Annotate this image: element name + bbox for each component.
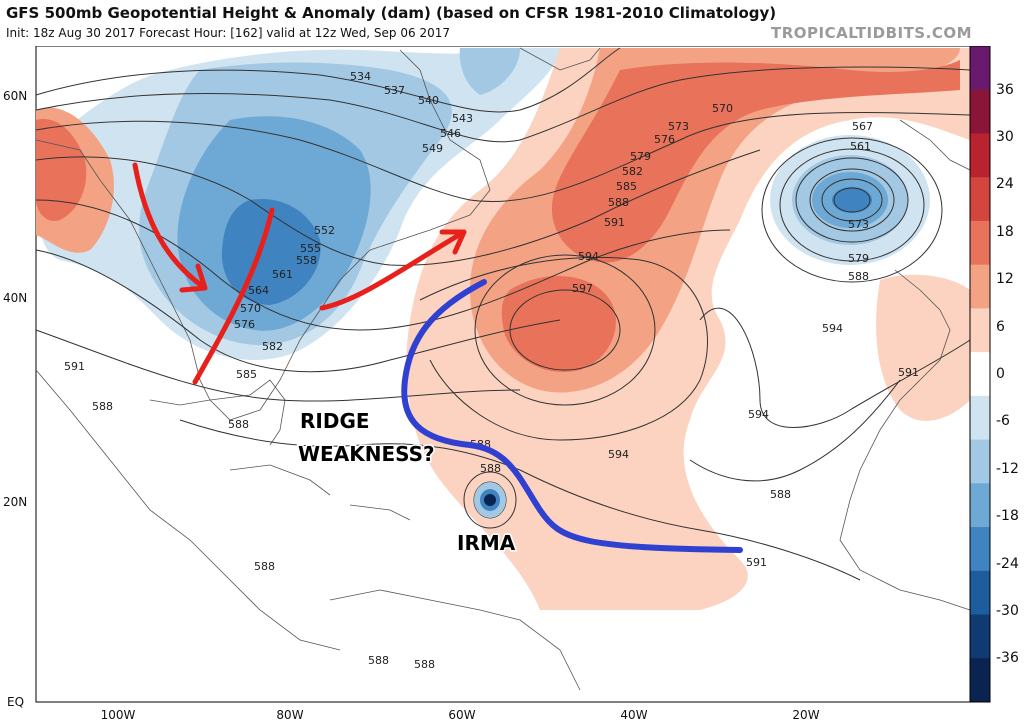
colorbar-swatch — [970, 220, 990, 266]
colorbar-label: -18 — [996, 508, 1019, 525]
lat-labels: 60N 40N 20N EQ — [3, 89, 27, 709]
irma-label: IRMA — [457, 531, 516, 555]
colorbar-swatch — [970, 614, 990, 659]
contour-label: 588 — [92, 400, 113, 413]
colorbar-swatch — [970, 483, 990, 528]
colorbar-label: -30 — [996, 602, 1019, 619]
contour-label: 588 — [228, 418, 249, 431]
contour-label: 549 — [422, 142, 443, 155]
lon-labels: 100W 80W 60W 40W 20W — [101, 708, 820, 722]
colorbar-border — [969, 45, 991, 703]
contour-label: 552 — [314, 224, 335, 237]
colorbar-swatch — [970, 439, 990, 484]
colorbar-swatch — [970, 177, 990, 222]
lon-label: 100W — [101, 708, 136, 722]
colorbar-label: -12 — [996, 460, 1019, 477]
contour-label: 591 — [604, 216, 625, 229]
colorbar-swatch — [970, 570, 990, 616]
contour-label: 561 — [850, 140, 871, 153]
contour-label: 588 — [770, 488, 791, 501]
irma-track — [401, 279, 743, 553]
contour-label: 588 — [254, 560, 275, 573]
contour-label: 555 — [300, 242, 321, 255]
colorbar-label: 30 — [996, 129, 1014, 146]
contour-label: 594 — [822, 322, 843, 335]
lat-label: 40N — [3, 291, 27, 305]
map-title: GFS 500mb Geopotential Height & Anomaly … — [6, 4, 777, 22]
colorbar-label: 24 — [996, 176, 1014, 193]
coastlines — [35, 47, 971, 691]
colorbar-label: 12 — [996, 271, 1014, 288]
contour-label: 564 — [248, 284, 269, 297]
brand-watermark: TROPICALTIDBITS.COM — [771, 24, 972, 42]
colorbar-label: 18 — [996, 223, 1014, 240]
contour-label: 597 — [572, 282, 593, 295]
contour-label: 543 — [452, 112, 473, 125]
colorbar-label: 36 — [996, 81, 1014, 98]
lat-label: 20N — [3, 495, 27, 509]
lon-label: 20W — [792, 708, 819, 722]
contour-label: 591 — [898, 366, 919, 379]
contour-label: 591 — [64, 360, 85, 373]
contour-label: 579 — [848, 252, 869, 265]
contour-label: 570 — [240, 302, 261, 315]
red-arrows — [132, 162, 467, 385]
contour-label: 558 — [296, 254, 317, 267]
colorbar-swatch — [970, 46, 990, 91]
contour-label: 591 — [746, 556, 767, 569]
colorbar-swatch — [970, 658, 990, 703]
contour-label: 594 — [578, 250, 599, 263]
colorbar-label: -36 — [996, 650, 1019, 667]
positive-anomaly-region — [36, 48, 970, 610]
colorbar-label: 0 — [996, 366, 1005, 382]
contour-label: 534 — [350, 70, 371, 83]
ridge-label: RIDGE — [300, 409, 370, 433]
colorbar-swatch — [970, 133, 990, 178]
lon-label: 40W — [620, 708, 647, 722]
irma-contour-label: 588 — [480, 462, 501, 475]
lat-label: EQ — [7, 695, 24, 709]
colorbar-swatch — [970, 352, 990, 397]
contour-label: 585 — [616, 180, 637, 193]
colorbar-swatch — [970, 264, 990, 309]
colorbar-swatch — [970, 308, 990, 353]
contour-label: 546 — [440, 127, 461, 140]
contour-label: 573 — [668, 120, 689, 133]
header: GFS 500mb Geopotential Height & Anomaly … — [0, 0, 1024, 46]
contour-label: 588 — [608, 196, 629, 209]
contour-label: 588 — [368, 654, 389, 667]
lat-label: 60N — [3, 89, 27, 103]
contour-label: 570 — [712, 102, 733, 115]
contour-label: 594 — [608, 448, 629, 461]
contour-label: 594 — [748, 408, 769, 421]
contour-label: 582 — [622, 165, 643, 178]
lon-label: 60W — [448, 708, 475, 722]
contour-label: 576 — [234, 318, 255, 331]
contour-label: 585 — [236, 368, 257, 381]
contour-label: 567 — [852, 120, 873, 133]
contour-label: 582 — [262, 340, 283, 353]
contour-label: 561 — [272, 268, 293, 281]
colorbar-swatch — [970, 395, 990, 441]
weakness-label: WEAKNESS? — [298, 442, 435, 466]
colorbar-label: -6 — [996, 413, 1010, 430]
contour-label: 573 — [848, 218, 869, 231]
map-subtitle: Init: 18z Aug 30 2017 Forecast Hour: [16… — [6, 26, 450, 40]
contour-label: 588 — [414, 658, 435, 671]
colorbar-swatch — [970, 527, 990, 572]
colorbar-swatch — [970, 89, 990, 134]
colorbar-label: 6 — [996, 318, 1005, 335]
contour-label: 588 — [848, 270, 869, 283]
annotation-labels: RIDGE WEAKNESS? IRMA — [297, 408, 518, 557]
contour-label: 576 — [654, 133, 675, 146]
lon-label: 80W — [276, 708, 303, 722]
irma-storm — [474, 482, 506, 518]
colorbar — [969, 45, 991, 703]
contour-label: 537 — [384, 84, 405, 97]
contour-label: 579 — [630, 150, 651, 163]
colorbar-label: -24 — [996, 555, 1019, 572]
contour-label: 540 — [418, 94, 439, 107]
